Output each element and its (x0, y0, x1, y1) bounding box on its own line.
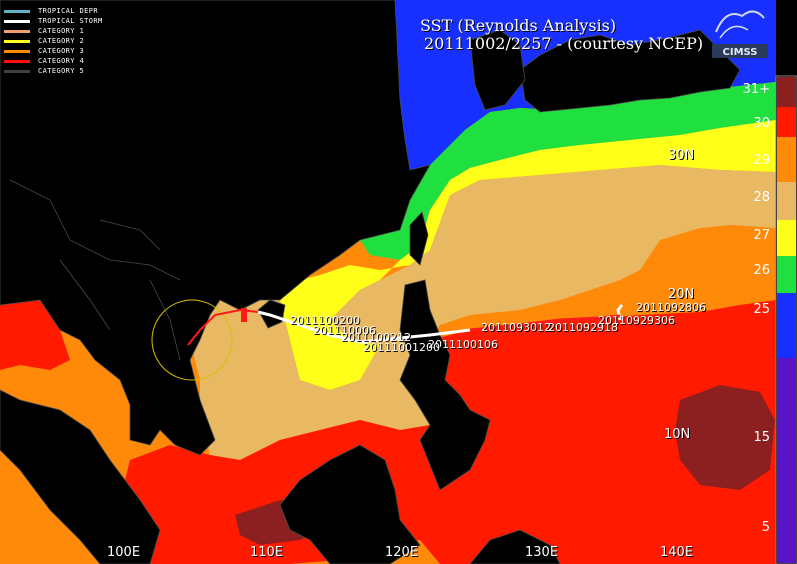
lat-label-10n: 10N (664, 427, 691, 442)
legend-swatch (4, 39, 30, 43)
legend-swatch (4, 69, 30, 73)
track-label: 20111001200 (363, 341, 440, 354)
legend-item-category-4: CATEGORY 4 (4, 56, 84, 66)
colorbar-cell-30 (777, 107, 796, 137)
map-subtitle: 20111002/2257 - (courtesy NCEP) (424, 34, 704, 53)
land-taiwan (409, 211, 429, 266)
sst-region-30-west (0, 300, 70, 370)
legend-label: CATEGORY 5 (38, 67, 85, 75)
land-philippines (399, 279, 491, 491)
colorbar-label-30: 30 (753, 116, 770, 131)
legend-swatch (4, 49, 30, 53)
legend-item-category-5: CATEGORY 5 (4, 66, 84, 76)
legend-item-tropical-storm: TROPICAL STORM (4, 16, 103, 26)
map-title: SST (Reynolds Analysis) (420, 16, 617, 35)
colorbar-label-29: 29 (753, 153, 770, 168)
legend-swatch (4, 59, 30, 63)
land-asia-mainland (0, 0, 431, 456)
track-label: 2011100106 (428, 338, 498, 351)
land-korea (469, 29, 526, 111)
sst-region-27 (280, 120, 776, 390)
lon-label-120e: 120E (385, 545, 419, 560)
lon-label-130e: 130E (525, 545, 559, 560)
colorbar-label-31: 31+ (742, 82, 770, 97)
lon-label-140e: 140E (660, 545, 694, 560)
lon-label-110e: 110E (250, 545, 284, 560)
track-label: 201110006 (313, 324, 376, 337)
track-label: 2011092806 (636, 301, 706, 314)
legend-item-category-3: CATEGORY 3 (4, 46, 84, 56)
land-sumatra-malaysia (0, 389, 161, 564)
colorbar-cell-26 (777, 256, 796, 293)
legend-swatch (4, 9, 30, 13)
lat-label-30n: 30N (668, 148, 695, 163)
legend-item-tropical-depr: TROPICAL DEPR (4, 6, 98, 16)
logo-text: CIMSS (723, 47, 758, 58)
track-label: 20110929306 (598, 314, 675, 327)
track-label: 2011092918 (548, 321, 618, 334)
colorbar-cell-27 (777, 220, 796, 256)
legend-item-category-2: CATEGORY 2 (4, 36, 84, 46)
track-label: 2011100212 (341, 331, 411, 344)
cimss-logo: CIMSS (712, 10, 768, 58)
legend-label: CATEGORY 1 (38, 27, 85, 35)
sst-region-26 (360, 82, 776, 260)
legend-label: TROPICAL STORM (38, 17, 103, 25)
storm-position-marker (241, 308, 247, 322)
colorbar-label-25: 25 (753, 302, 770, 317)
colorbar-cell-cold (777, 358, 796, 563)
colorbar-label-15: 15 (753, 430, 770, 445)
land-new-guinea (469, 529, 561, 564)
legend-swatch (4, 29, 30, 33)
colorbar-label-5: 5 (761, 520, 770, 535)
lat-label-20n: 20N (668, 287, 695, 302)
legend-label: CATEGORY 4 (38, 57, 85, 65)
land-asia-mainland-inner (9, 179, 181, 361)
lon-label-100e: 100E (107, 545, 141, 560)
legend-label: CATEGORY 2 (38, 37, 85, 45)
sst-warm-pool-east (675, 385, 775, 490)
colorbar-cell-28 (777, 182, 796, 220)
land-japan-korea (519, 29, 741, 113)
track-label: 2011093012 (481, 321, 551, 334)
colorbar-cell-25 (777, 293, 796, 358)
colorbar-label-26: 26 (753, 263, 770, 278)
legend-label: TROPICAL DEPR (38, 7, 98, 15)
colorbar-cell-31 (777, 77, 796, 107)
legend-label: CATEGORY 3 (38, 47, 85, 55)
colorbar-cell-29 (777, 137, 796, 182)
storm-track-west (257, 310, 471, 344)
storm-track-cat4 (469, 314, 621, 332)
storm-radius-circle (151, 299, 233, 381)
colorbar-label-28: 28 (753, 190, 770, 205)
sst-region-28 (190, 165, 776, 460)
legend-swatch (4, 19, 30, 23)
colorbar-label-27: 27 (753, 228, 770, 243)
land-borneo (279, 444, 421, 564)
track-label: 2011100200 (290, 314, 360, 327)
legend-item-category-1: CATEGORY 1 (4, 26, 84, 36)
